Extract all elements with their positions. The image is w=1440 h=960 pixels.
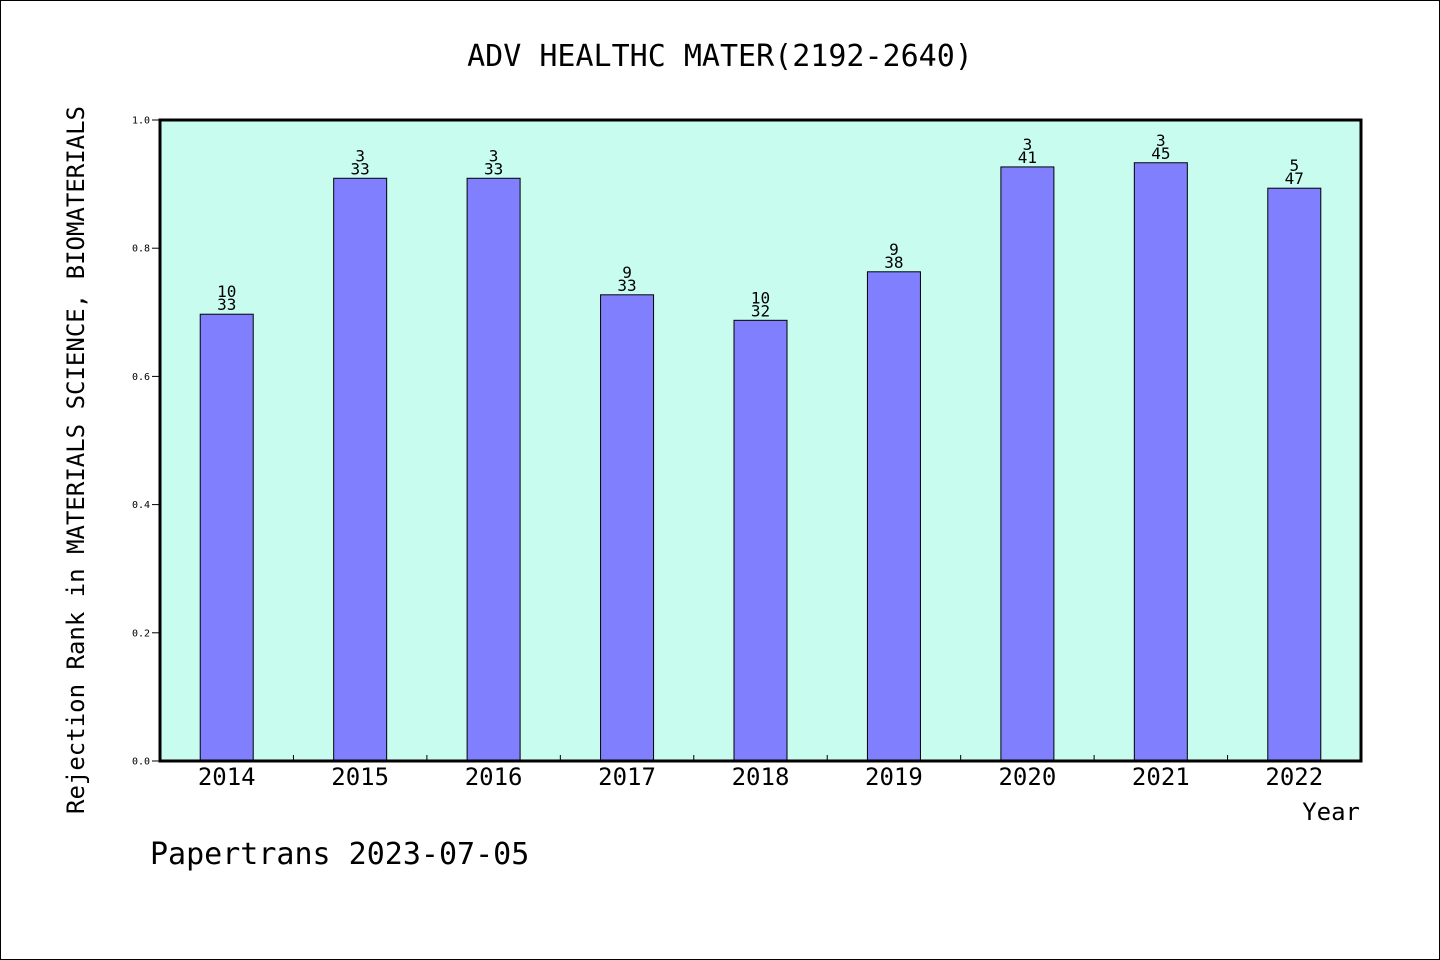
- bar-2020: [1000, 166, 1055, 762]
- x-tick-label: 2021: [1132, 763, 1190, 791]
- x-tick-label: 2020: [998, 763, 1056, 791]
- bar-rank-label: 9: [889, 240, 899, 259]
- x-tick-label: 2018: [732, 763, 790, 791]
- bar-2022: [1267, 187, 1322, 762]
- bar-rank-label: 10: [751, 288, 770, 307]
- bar-total-label: 45: [1151, 144, 1170, 163]
- y-tick-label: 1.0: [132, 116, 150, 127]
- x-tick-label: 2014: [198, 763, 256, 791]
- bar-total-label: 32: [751, 301, 770, 320]
- bar-total-label: 38: [884, 253, 903, 272]
- bar-2021: [1133, 162, 1188, 762]
- bar-rank-label: 3: [1156, 131, 1166, 150]
- y-tick-label: 0.6: [132, 372, 150, 383]
- bar-2014: [199, 313, 254, 762]
- y-tick-label: 0.0: [132, 757, 150, 768]
- x-ticks-group: 2014 2015 2016 2017 2018 2019 2020 2021 2022: [198, 755, 1323, 791]
- bar-rank-label: 3: [1023, 135, 1033, 154]
- y-tick-label: 0.8: [132, 244, 150, 255]
- bar-rank-label: 5: [1289, 156, 1299, 175]
- bar-rank-label: 10: [217, 282, 236, 301]
- bar-2016: [466, 177, 521, 762]
- bar-total-label: 33: [217, 295, 236, 314]
- bar-2019: [866, 271, 921, 762]
- bar-rank-label: 3: [355, 146, 365, 165]
- x-tick-label: 2019: [865, 763, 923, 791]
- bar-total-label: 41: [1018, 148, 1037, 167]
- x-tick-label: 2016: [465, 763, 523, 791]
- bar-2015: [333, 177, 388, 762]
- y-axis-label: Rejection Rank in MATERIALS SCIENCE, BIO…: [62, 106, 90, 814]
- bar-2017: [600, 294, 655, 762]
- x-tick-label: 2022: [1265, 763, 1323, 791]
- bar-rank-label: 9: [622, 263, 632, 282]
- bar-2018: [733, 319, 788, 762]
- plot-border: [158, 118, 1363, 763]
- footer-text: Papertrans 2023-07-05: [150, 837, 529, 872]
- bar-rank-label: 3: [489, 146, 499, 165]
- chart-title: ADV HEALTHC MATER(2192-2640): [467, 39, 973, 74]
- bars-group: [199, 162, 1322, 762]
- y-ticks-group: 0.0 0.2 0.4 0.6 0.8 1.0: [132, 116, 160, 768]
- x-tick-label: 2015: [331, 763, 389, 791]
- y-tick-label: 0.4: [132, 500, 150, 511]
- x-tick-label: 2017: [598, 763, 656, 791]
- y-tick-label: 0.2: [132, 628, 150, 639]
- bar-total-label: 33: [484, 159, 503, 178]
- bar-total-label: 47: [1285, 169, 1304, 188]
- bar-total-label: 33: [617, 276, 636, 295]
- bar-total-label: 33: [351, 159, 370, 178]
- x-axis-label: Year: [1302, 798, 1360, 826]
